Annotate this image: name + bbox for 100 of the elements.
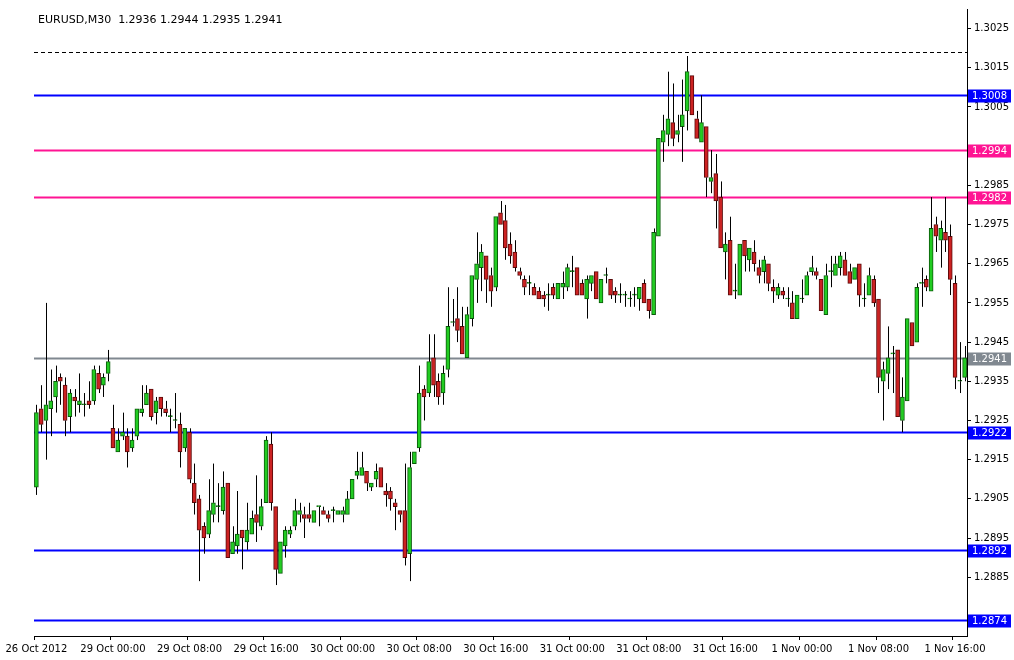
candlestick (608, 279, 613, 300)
y-tick-label: 1.2895 (974, 531, 1010, 543)
ref-line-label: 1.2922 (972, 427, 1008, 439)
candlestick (144, 384, 149, 406)
ref-line-label: 1.2982 (972, 192, 1008, 204)
candlestick (297, 502, 302, 523)
candlestick (163, 400, 168, 418)
candlestick (526, 274, 532, 296)
candlestick (211, 463, 216, 523)
candlestick (359, 451, 365, 476)
y-tick-label: 1.2975 (974, 218, 1010, 230)
candlestick (837, 251, 843, 276)
candlestick (48, 369, 54, 437)
candlestick (364, 471, 369, 492)
candlestick (38, 384, 44, 433)
candlestick (522, 274, 527, 296)
y-tick-label: 1.2935 (974, 374, 1010, 386)
candlestick (53, 365, 58, 414)
candlestick (679, 79, 685, 163)
candlestick (388, 486, 393, 512)
candlestick (392, 498, 398, 531)
candlestick (809, 255, 814, 276)
candlestick (546, 282, 551, 312)
candlestick (407, 451, 412, 582)
candlestick (230, 525, 235, 555)
candlestick (790, 290, 795, 319)
candlestick (924, 274, 929, 292)
candlestick (919, 267, 924, 308)
candlestick (833, 255, 838, 276)
candlestick (426, 333, 432, 398)
candlestick (723, 231, 728, 280)
x-tick-label: 30 Oct 00:00 (310, 642, 376, 654)
candlestick (565, 263, 570, 292)
candlestick (694, 110, 700, 139)
candlestick (632, 286, 637, 308)
x-tick-label: 30 Oct 16:00 (463, 642, 529, 654)
x-tick-label: 29 Oct 00:00 (80, 642, 146, 654)
ref-line-label: 1.2994 (972, 145, 1008, 157)
x-tick-label: 31 Oct 16:00 (692, 642, 758, 654)
candlestick (345, 490, 350, 515)
x-tick-label: 26 Oct 2012 (5, 642, 68, 654)
candlestick (785, 286, 790, 308)
candlestick (479, 243, 484, 292)
candlestick (235, 490, 240, 555)
ref-line-label: 1.3008 (972, 90, 1008, 102)
x-tick-label: 29 Oct 16:00 (233, 642, 299, 654)
candlestick (273, 506, 278, 586)
candlestick (584, 274, 589, 320)
candlestick (502, 204, 508, 261)
candlestick (761, 255, 766, 284)
candlestick (493, 216, 499, 292)
candlestick (302, 506, 307, 539)
x-tick-label: 1 Nov 16:00 (924, 642, 986, 654)
candlestick (325, 510, 331, 523)
candlestick (206, 478, 211, 539)
ref-line-label: 1.2941 (972, 353, 1008, 365)
candlestick (746, 247, 752, 273)
candlestick (321, 506, 326, 515)
candlestick (187, 427, 192, 484)
candlestick (115, 427, 121, 453)
ref-line-label: 1.2892 (972, 545, 1008, 557)
x-tick-label: 30 Oct 08:00 (386, 642, 452, 654)
candlestick (651, 227, 656, 315)
y-tick-label: 1.2955 (974, 296, 1010, 308)
x-tick-label: 1 Nov 08:00 (847, 642, 910, 654)
candlestick (81, 392, 87, 418)
candlestick (258, 498, 264, 531)
y-tick-label: 1.2985 (974, 178, 1010, 190)
candlestick (675, 114, 680, 143)
x-tick-label: 29 Oct 08:00 (156, 642, 223, 654)
x-tick-label: 1 Nov 00:00 (771, 642, 833, 654)
text: EURUSD,M30 1.2936 1.2944 1.2935 1.2941 (38, 13, 283, 27)
candlestick (636, 286, 642, 312)
candlestick (517, 267, 522, 280)
candlestick (627, 290, 633, 308)
y-tick-label: 1.2905 (974, 492, 1010, 504)
x-tick-label: 31 Oct 08:00 (616, 642, 682, 654)
candlestick (182, 427, 188, 453)
ref-line-label: 1.2874 (972, 615, 1008, 627)
y-tick-label: 1.2965 (974, 257, 1010, 269)
x-tick-label: 31 Oct 00:00 (539, 642, 605, 654)
y-tick-label: 1.2945 (974, 335, 1010, 347)
candlestick (536, 286, 542, 300)
candlestick (459, 306, 465, 355)
candlestick (292, 498, 298, 531)
candlestick (431, 333, 436, 398)
candlestick (847, 263, 853, 284)
y-tick-label: 1.3005 (974, 100, 1010, 112)
candlestick (158, 396, 164, 418)
candlestick (670, 82, 676, 147)
candlestick (914, 282, 920, 343)
candlestick (880, 361, 886, 421)
candlestick (938, 220, 944, 269)
candlestick (589, 275, 594, 292)
candlestick (96, 365, 101, 394)
candlestick (101, 372, 106, 398)
y-tick-label: 1.2915 (974, 453, 1010, 465)
y-tick-label: 1.2925 (974, 414, 1010, 426)
y-tick-label: 1.3015 (974, 61, 1010, 73)
candlestick (215, 482, 221, 523)
